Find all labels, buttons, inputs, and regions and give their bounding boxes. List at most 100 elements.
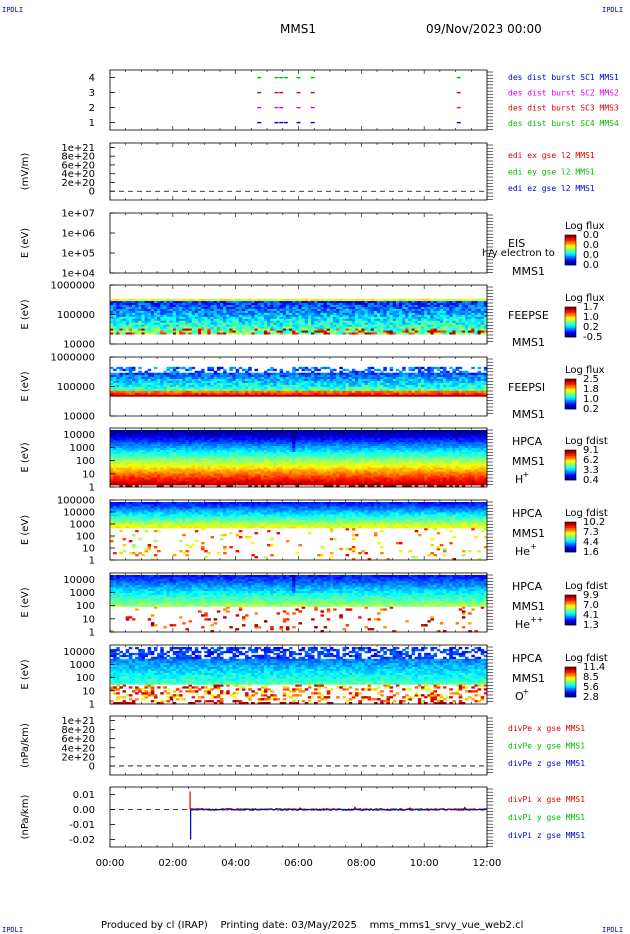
spectrogram-cell <box>273 330 277 333</box>
spectrogram-cell <box>185 300 189 304</box>
spectrogram-cell <box>245 302 249 306</box>
spectrogram-cell <box>304 308 309 311</box>
spectrogram-cell <box>116 366 120 370</box>
spectrogram-cell <box>125 304 130 307</box>
spectrogram-cell <box>270 302 274 306</box>
spectrogram-cell <box>226 306 230 309</box>
spectrogram-cell <box>160 314 164 317</box>
spectrogram-cell <box>122 318 127 321</box>
spectrogram-cell <box>279 316 284 319</box>
spectrogram-cell <box>207 310 211 313</box>
spectrogram-cell <box>150 304 155 307</box>
spectrogram-cell <box>122 324 127 327</box>
spectrogram-cell <box>150 300 155 304</box>
spectrogram-cell <box>298 320 302 323</box>
spectrogram-cell <box>157 300 161 304</box>
spectrogram-cell <box>144 320 149 323</box>
spectrogram-cell <box>128 306 133 309</box>
spectrogram-cell <box>355 370 359 374</box>
spectrogram-cell <box>285 304 290 307</box>
spectrogram-cell <box>153 366 158 370</box>
spectrogram-cell <box>138 316 142 319</box>
spectrogram-cell <box>238 324 243 327</box>
spectrogram-cell <box>163 370 167 374</box>
spectrogram-cell <box>273 326 277 329</box>
spectrogram-cell <box>110 308 114 311</box>
spectrogram-cell <box>292 332 296 335</box>
spectrogram-cell <box>314 328 318 331</box>
spectrogram-cell <box>436 372 441 376</box>
burst-mark <box>456 106 461 109</box>
spectrogram-cell <box>172 318 177 321</box>
spectrogram-cell <box>238 304 243 307</box>
spectrogram-cell <box>285 316 290 319</box>
spectrogram-cell <box>157 324 161 327</box>
spectrogram-cell <box>110 322 114 325</box>
spectrogram-cell <box>182 372 186 376</box>
spectrogram-cell <box>311 370 315 374</box>
spectrogram-cell <box>304 330 309 333</box>
spectrogram-cell <box>147 429 152 433</box>
spectrogram-cell <box>282 298 287 302</box>
spectrogram-cell <box>276 314 280 317</box>
spectrogram-cell <box>179 372 183 376</box>
y-tick-label: 1e+04 <box>61 269 95 280</box>
spectrogram-cell <box>166 328 171 331</box>
spectrogram-cell <box>213 312 218 315</box>
spectrogram-cell <box>210 304 215 307</box>
spectrogram-cell <box>201 310 205 313</box>
spectrogram-cell <box>169 312 174 315</box>
spectrogram-cell <box>421 298 425 302</box>
spectrogram-cell <box>185 332 189 335</box>
spectrogram-cell <box>257 372 262 376</box>
spectrogram-cell <box>216 328 221 331</box>
spectrogram-cell <box>263 306 268 309</box>
colorbar-swatch <box>565 254 576 257</box>
spectrogram-cell <box>279 324 284 327</box>
spectrogram-cell <box>160 298 164 302</box>
spectrogram-cell <box>172 328 177 331</box>
spectrogram-cell <box>301 300 306 304</box>
spectrogram-cell <box>207 322 211 325</box>
spectrogram-cell <box>226 312 230 315</box>
spectrogram-cell <box>301 318 306 321</box>
spectrogram-cell <box>267 310 271 313</box>
spectrogram-cell <box>144 322 149 325</box>
spectrogram-cell <box>449 366 453 370</box>
spectrogram-cell <box>160 328 164 331</box>
spectrogram-cell <box>125 312 130 315</box>
spectrogram-cell <box>241 332 246 335</box>
spectrogram-cell <box>301 306 306 309</box>
spectrogram-cell <box>245 304 249 307</box>
spectrogram-cell <box>179 306 183 309</box>
spectrogram-cell <box>147 324 152 327</box>
spectrogram-cell <box>210 298 215 302</box>
spectrogram-cell <box>270 300 274 304</box>
header-datetime: 09/Nov/2023 00:00 <box>426 22 542 36</box>
spectrogram-cell <box>213 304 218 307</box>
spectrogram-cell <box>229 300 233 304</box>
spectrogram-cell <box>270 304 274 307</box>
spectrogram-cell <box>169 302 174 306</box>
spectrogram-cell <box>276 326 280 329</box>
spectrogram-cell <box>153 300 158 304</box>
spectrogram-cell <box>160 318 164 321</box>
spectrogram-cell <box>301 324 306 327</box>
spectrogram-cell <box>182 332 186 335</box>
spectrogram-cell <box>153 320 158 323</box>
spectrogram-cell <box>116 300 120 304</box>
spectrogram-cell <box>235 316 240 319</box>
spectrogram-cell <box>116 308 120 311</box>
spectrogram-cell <box>223 330 227 333</box>
spectrogram-cell <box>182 312 186 315</box>
spectrogram-cell <box>116 372 120 376</box>
spectrogram-cell <box>311 318 315 321</box>
spectrogram-cell <box>342 368 346 372</box>
spectrogram-cell <box>219 312 224 315</box>
spectrogram-cell <box>131 300 136 304</box>
spectrogram-cell <box>144 328 149 331</box>
spectrogram-cell <box>232 372 237 376</box>
spectrogram-cell <box>188 300 193 304</box>
spectrogram-cell <box>188 328 193 331</box>
